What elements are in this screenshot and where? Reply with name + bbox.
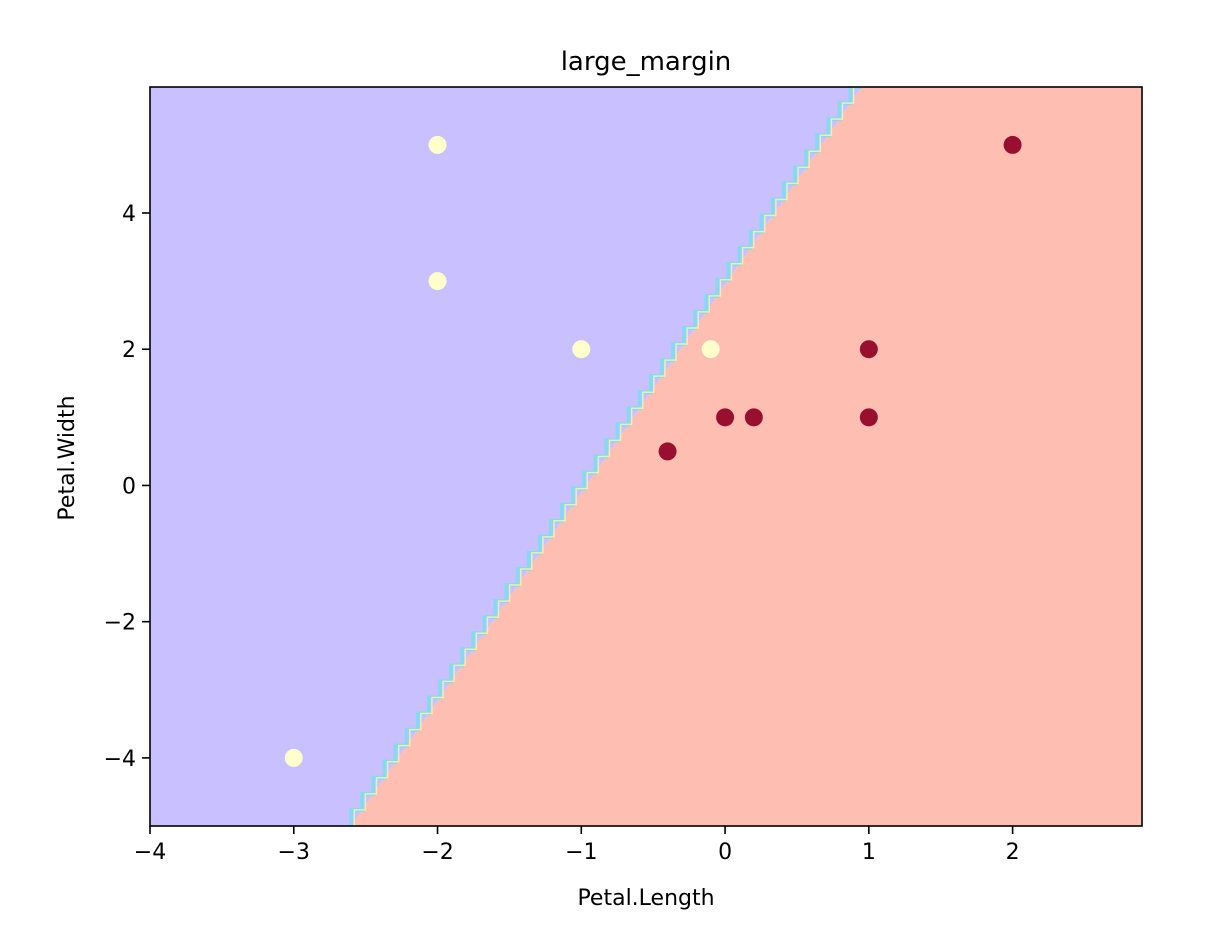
chart-title: large_margin [561,47,732,77]
y-tick-label-2: 0 [122,474,136,499]
x-tick-label-6: 2 [1006,840,1020,865]
x-tick-label-4: 0 [718,840,732,865]
series-0-point-1 [428,272,447,291]
x-tick-label-1: −3 [278,840,310,865]
y-tick-label-3: 2 [122,338,136,363]
series-1-point-0 [1003,135,1022,154]
x-tick-label-5: 1 [862,840,876,865]
series-0-point-4 [284,748,303,767]
y-axis-ticks: −4 −2 0 2 4 [104,202,150,772]
x-axis-ticks: −4 −3 −2 −1 0 1 2 [134,826,1020,865]
series-1-point-4 [744,408,763,427]
x-tick-label-0: −4 [134,840,166,865]
series-0-point-0 [428,135,447,154]
series-1-point-3 [716,408,735,427]
series-1-point-5 [658,442,677,461]
series-1-point-1 [859,340,878,359]
x-axis-label: Petal.Length [577,886,714,911]
y-tick-label-0: −4 [104,747,136,772]
x-tick-label-2: −2 [421,840,453,865]
y-tick-label-4: 4 [122,202,136,227]
left-region [150,87,862,826]
x-tick-label-3: −1 [565,840,597,865]
series-1-point-2 [859,408,878,427]
y-tick-label-1: −2 [104,611,136,636]
data-points [284,135,1022,767]
decision-regions [150,87,1142,826]
y-axis-label: Petal.Width [55,395,80,520]
series-0-point-2 [572,340,591,359]
right-region [351,87,1142,826]
series-0-point-3 [701,340,720,359]
decision-boundary-edge [353,87,865,826]
plot-frame [149,86,1143,827]
